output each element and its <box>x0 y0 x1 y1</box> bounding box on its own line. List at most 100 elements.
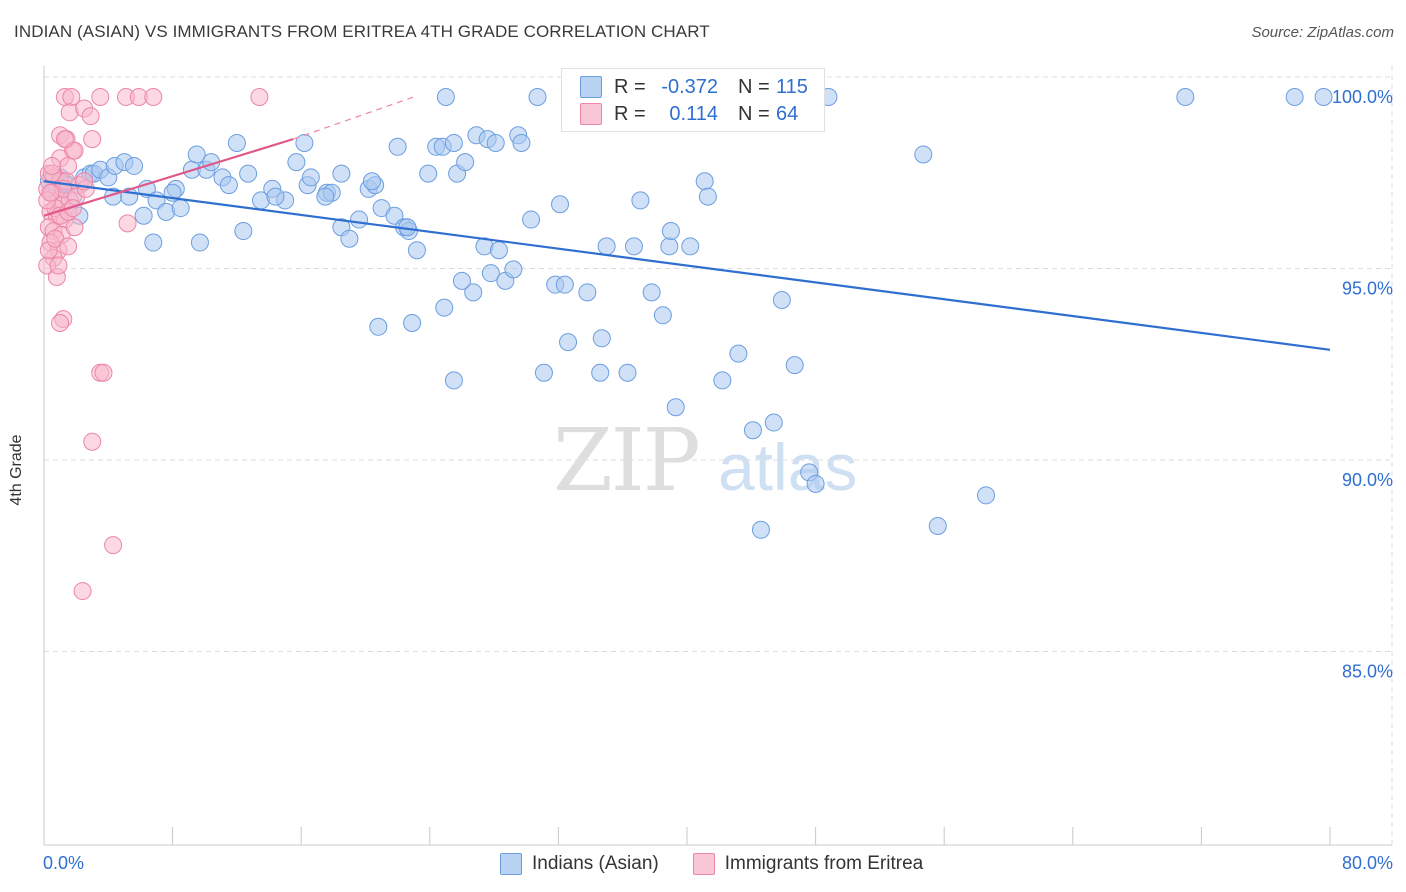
point-indians <box>171 199 190 218</box>
point-indians <box>295 133 314 152</box>
point-indians <box>666 398 685 417</box>
point-indians <box>144 233 163 252</box>
legend-label-eritrea: Immigrants from Eritrea <box>724 853 924 874</box>
point-indians <box>785 356 804 375</box>
trend-lines <box>43 96 1331 351</box>
legend-row-eritrea: R = 0.114 N = 64 <box>580 102 812 126</box>
point-eritrea <box>55 130 74 149</box>
point-indians <box>624 237 643 256</box>
point-eritrea <box>41 183 60 202</box>
point-indians <box>489 241 508 260</box>
point-indians <box>764 413 783 432</box>
point-indians <box>403 313 422 332</box>
point-indians <box>190 233 209 252</box>
point-eritrea <box>73 582 92 601</box>
point-indians <box>340 229 359 248</box>
point-indians <box>512 133 531 152</box>
point-eritrea <box>104 536 123 555</box>
point-indians <box>551 195 570 214</box>
legend-row-indians: R = -0.372 N = 115 <box>580 75 812 99</box>
point-eritrea <box>94 363 113 382</box>
correlation-legend: R = -0.372 N = 115 R = 0.114 N = 64 <box>561 68 825 132</box>
r-label: R = <box>614 102 646 125</box>
legend-swatch-pink <box>692 853 715 875</box>
point-indians <box>555 275 574 294</box>
legend-swatch-pink <box>580 103 602 125</box>
point-indians <box>350 210 369 229</box>
point-eritrea <box>65 218 84 237</box>
point-indians <box>806 474 825 493</box>
watermark: ZIP atlas <box>553 411 857 511</box>
chart-title: INDIAN (ASIAN) VS IMMIGRANTS FROM ERITRE… <box>14 22 710 41</box>
legend-swatch-blue <box>500 853 522 875</box>
point-eritrea <box>144 88 163 106</box>
point-indians <box>332 164 351 183</box>
legend-swatch-blue <box>580 76 602 98</box>
point-indians <box>481 264 500 283</box>
n-label: N = <box>738 75 770 98</box>
point-indians <box>534 363 553 382</box>
point-indians <box>698 187 717 206</box>
source-credit: Source: ZipAtlas.com <box>1251 24 1394 41</box>
point-eritrea <box>250 88 269 106</box>
trend-line-indians <box>43 180 1331 351</box>
point-indians <box>436 88 455 106</box>
point-indians <box>631 191 650 210</box>
series-legend: Indians (Asian) Immigrants from Eritrea <box>500 853 957 875</box>
point-indians <box>385 206 404 225</box>
point-indians <box>301 168 320 187</box>
point-indians <box>660 237 679 256</box>
point-indians <box>266 187 285 206</box>
point-indians <box>1176 88 1195 106</box>
legend-item-eritrea[interactable]: Immigrants from Eritrea <box>692 853 924 875</box>
r-value: -0.372 <box>661 75 718 98</box>
point-indians <box>316 187 335 206</box>
scatter-points <box>38 88 1333 601</box>
point-indians <box>695 172 714 191</box>
point-eritrea <box>51 313 70 332</box>
y-tick-label: 95.0% <box>1342 279 1393 299</box>
point-indians <box>661 222 680 241</box>
point-eritrea <box>91 88 110 106</box>
point-indians <box>134 206 153 225</box>
point-indians <box>435 298 454 317</box>
point-indians <box>1285 88 1304 106</box>
point-indians <box>362 172 381 191</box>
point-indians <box>743 421 762 440</box>
y-tick-label: 90.0% <box>1342 470 1393 490</box>
point-indians <box>729 344 748 363</box>
point-indians <box>407 241 426 260</box>
n-value: 115 <box>776 75 808 98</box>
y-tick-label: 100.0% <box>1332 87 1393 107</box>
point-indians <box>444 133 463 152</box>
point-indians <box>559 333 578 352</box>
point-eritrea <box>59 156 78 175</box>
tick-labels: 100.0% 95.0% 90.0% 85.0% 0.0% 80.0% <box>43 87 1393 873</box>
legend-label-indians: Indians (Asian) <box>532 853 659 874</box>
point-indians <box>928 516 947 535</box>
point-eritrea <box>81 107 100 126</box>
watermark-zip: ZIP <box>553 411 699 511</box>
point-indians <box>578 283 597 302</box>
n-value: 64 <box>776 102 799 125</box>
point-indians <box>618 363 637 382</box>
point-indians <box>486 133 505 152</box>
r-label: R = <box>614 75 646 98</box>
point-indians <box>528 88 547 106</box>
point-eritrea <box>83 130 102 149</box>
y-axis-label: 4th Grade <box>8 434 25 506</box>
point-eritrea <box>59 237 78 256</box>
point-indians <box>227 133 246 152</box>
point-indians <box>1314 88 1333 106</box>
point-indians <box>504 260 523 279</box>
x-tick-label: 0.0% <box>43 853 84 873</box>
legend-item-indians[interactable]: Indians (Asian) <box>500 853 659 875</box>
watermark-atlas: atlas <box>718 430 857 504</box>
point-indians <box>239 164 258 183</box>
point-indians <box>388 137 407 156</box>
point-eritrea <box>43 156 62 175</box>
point-indians <box>444 371 463 390</box>
point-indians <box>456 153 475 172</box>
n-label: N = <box>738 102 770 125</box>
